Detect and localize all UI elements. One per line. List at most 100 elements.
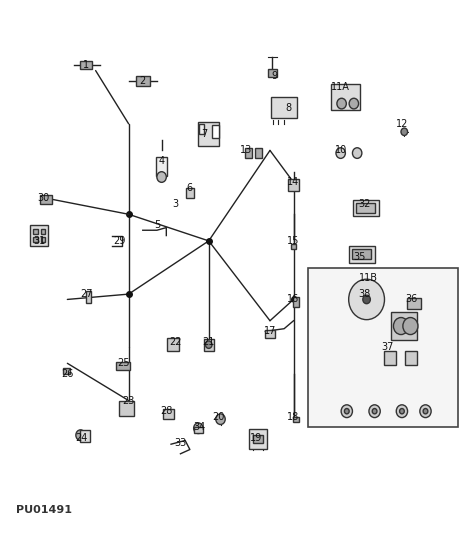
Text: 23: 23 — [122, 395, 135, 406]
Text: 37: 37 — [382, 342, 394, 353]
Bar — [271, 97, 297, 118]
Circle shape — [216, 414, 225, 424]
Bar — [33, 228, 37, 234]
Bar — [198, 123, 219, 147]
Circle shape — [363, 295, 370, 304]
Text: 24: 24 — [75, 433, 88, 443]
Circle shape — [349, 279, 384, 319]
Circle shape — [205, 341, 212, 348]
Circle shape — [194, 423, 203, 433]
Text: 26: 26 — [61, 369, 73, 379]
Bar — [40, 195, 52, 204]
Bar — [156, 157, 167, 175]
Bar — [249, 429, 267, 449]
Text: 21: 21 — [202, 337, 215, 347]
Text: 18: 18 — [287, 411, 300, 422]
Text: 34: 34 — [193, 422, 205, 432]
Text: 6: 6 — [187, 182, 193, 193]
Bar — [349, 246, 375, 263]
Bar — [253, 434, 264, 443]
Text: 2: 2 — [140, 76, 146, 86]
Bar — [194, 426, 202, 433]
Bar — [356, 203, 375, 213]
Bar — [136, 77, 150, 86]
Bar — [80, 430, 91, 442]
Circle shape — [349, 98, 358, 109]
Text: 17: 17 — [264, 326, 276, 337]
Text: 28: 28 — [160, 406, 173, 416]
Bar — [203, 339, 214, 350]
Text: 27: 27 — [80, 289, 92, 299]
Text: 15: 15 — [287, 236, 300, 246]
Bar — [40, 237, 45, 242]
Text: 16: 16 — [287, 294, 300, 304]
Circle shape — [396, 405, 408, 418]
Text: 22: 22 — [170, 337, 182, 347]
Circle shape — [393, 318, 409, 334]
Text: 38: 38 — [358, 289, 370, 299]
Bar — [40, 228, 45, 234]
Text: 32: 32 — [358, 198, 370, 209]
Bar — [63, 368, 70, 374]
Bar — [265, 330, 275, 338]
Bar — [33, 237, 37, 242]
Text: 5: 5 — [154, 220, 160, 230]
Text: 14: 14 — [287, 177, 300, 187]
Bar — [255, 148, 262, 158]
Circle shape — [345, 409, 349, 414]
Circle shape — [400, 409, 404, 414]
Text: 29: 29 — [113, 236, 126, 246]
Bar — [30, 225, 48, 246]
Text: 13: 13 — [240, 146, 253, 155]
Text: 31: 31 — [33, 236, 45, 246]
Bar — [407, 299, 421, 309]
Bar — [167, 338, 179, 351]
Bar — [186, 188, 194, 198]
Text: 30: 30 — [37, 193, 50, 203]
Circle shape — [420, 405, 431, 418]
Text: PU01491: PU01491 — [16, 505, 72, 515]
Circle shape — [372, 409, 377, 414]
Bar — [86, 291, 91, 303]
Bar — [288, 179, 299, 191]
Text: 33: 33 — [174, 438, 187, 448]
Bar — [353, 200, 379, 216]
Bar — [117, 362, 129, 370]
Circle shape — [401, 128, 408, 135]
Bar — [293, 417, 299, 422]
Bar — [164, 409, 174, 419]
Text: 10: 10 — [335, 146, 347, 155]
Circle shape — [337, 98, 346, 109]
Text: 4: 4 — [158, 156, 164, 166]
Circle shape — [369, 405, 380, 418]
Bar — [392, 312, 417, 340]
Bar — [292, 297, 299, 307]
Text: 11B: 11B — [359, 273, 378, 283]
Circle shape — [76, 430, 85, 440]
Bar — [268, 69, 277, 77]
Bar — [118, 401, 134, 416]
Circle shape — [157, 172, 166, 182]
Bar — [246, 148, 252, 158]
Text: 20: 20 — [212, 411, 224, 422]
Text: 3: 3 — [173, 198, 179, 209]
Bar — [80, 62, 92, 69]
Text: 8: 8 — [286, 103, 292, 113]
Text: 1: 1 — [83, 60, 89, 70]
Text: 12: 12 — [396, 119, 408, 129]
FancyBboxPatch shape — [308, 268, 458, 427]
Bar — [405, 350, 417, 365]
Circle shape — [341, 405, 353, 418]
Text: 35: 35 — [353, 252, 366, 262]
Bar — [331, 85, 359, 110]
Text: 19: 19 — [250, 433, 262, 443]
Bar — [291, 243, 296, 249]
Circle shape — [336, 148, 346, 158]
Bar — [353, 249, 371, 259]
Circle shape — [403, 318, 418, 334]
Bar — [199, 124, 204, 134]
Text: 25: 25 — [118, 358, 130, 368]
Text: 11A: 11A — [331, 81, 350, 91]
Text: 7: 7 — [201, 129, 207, 140]
Text: 36: 36 — [405, 294, 418, 304]
